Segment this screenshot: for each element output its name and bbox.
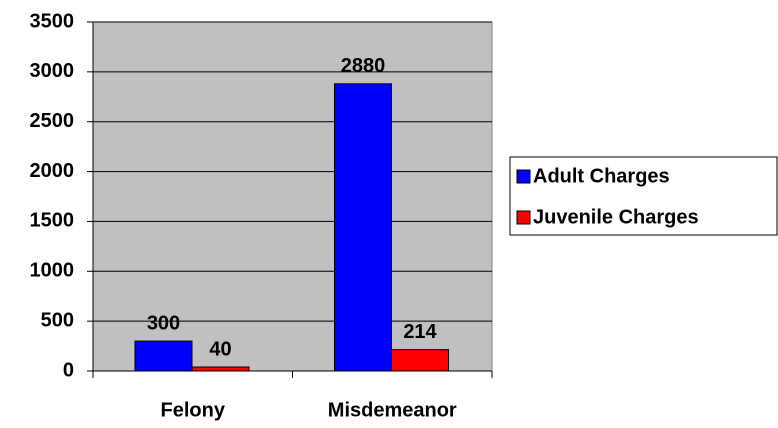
y-tick-label: 500 — [41, 309, 74, 331]
bar — [334, 83, 392, 372]
legend-swatch — [516, 169, 531, 184]
y-tick-label: 0 — [63, 359, 74, 381]
plot-area — [92, 21, 493, 372]
legend-label: Juvenile Charges — [533, 206, 699, 228]
y-tick-label: 1500 — [30, 210, 75, 232]
bar — [134, 340, 193, 372]
bar — [191, 366, 250, 372]
x-tick-label: Felony — [161, 399, 226, 421]
y-tick-label: 3000 — [30, 60, 75, 82]
data-label: 214 — [403, 321, 437, 343]
y-tick-label: 2500 — [30, 110, 75, 132]
bar — [391, 349, 449, 372]
legend-swatch — [516, 210, 531, 225]
x-tick-label: Misdemeanor — [328, 399, 457, 421]
data-label: 300 — [147, 312, 180, 334]
y-tick-label: 3500 — [30, 10, 75, 32]
data-label: 2880 — [341, 55, 386, 77]
legend-label: Adult Charges — [533, 165, 670, 187]
y-tick-label: 1000 — [30, 260, 75, 282]
legend — [509, 156, 778, 236]
data-label: 40 — [209, 338, 231, 360]
y-tick-label: 2000 — [30, 160, 75, 182]
